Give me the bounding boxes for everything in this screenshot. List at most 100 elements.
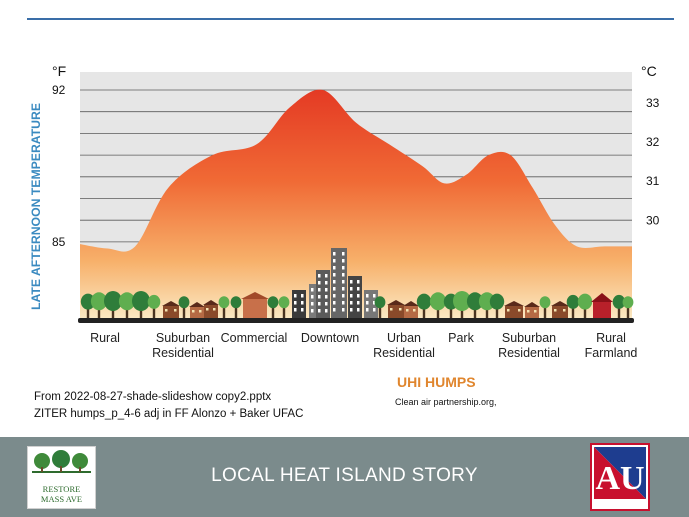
tower-window — [342, 294, 345, 298]
footer-title: LOCAL HEAT ISLAND STORY — [211, 465, 478, 486]
house — [552, 306, 568, 318]
tree-trunk — [436, 306, 440, 319]
tower-window — [333, 266, 336, 270]
house-window — [206, 308, 209, 311]
y-tick-right: 32 — [646, 135, 660, 149]
category-label: Suburban Residential — [152, 331, 214, 360]
tower-window — [294, 308, 297, 312]
tree — [278, 296, 290, 309]
footer-bar: RESTORE MASS AVE LOCAL HEAT ISLAND STORY… — [0, 437, 689, 517]
barn-roof — [591, 293, 613, 302]
tower-window — [366, 308, 369, 312]
house-roof — [524, 302, 540, 307]
house — [388, 305, 404, 318]
category-label: Urban Residential — [373, 331, 435, 360]
tree — [466, 292, 484, 311]
house-window — [192, 310, 195, 313]
tree-trunk — [543, 306, 547, 319]
house-roof — [189, 302, 205, 307]
tower-window — [333, 308, 336, 312]
unit-label-right: °C — [641, 63, 657, 79]
tree-trunk — [125, 306, 129, 319]
tower-window — [350, 287, 353, 291]
tree — [539, 296, 551, 309]
tower-window — [325, 302, 328, 306]
tree — [416, 293, 432, 310]
y-tick-left: 92 — [52, 83, 66, 97]
tree — [622, 296, 634, 309]
house-window — [199, 310, 202, 313]
tree — [566, 294, 580, 309]
au-logo-text: AU — [595, 460, 644, 497]
house-window — [406, 309, 409, 312]
house-roof — [403, 301, 419, 306]
tower-window — [357, 287, 360, 291]
house-window — [174, 309, 177, 312]
tree — [80, 293, 96, 310]
y-tick-right: 33 — [646, 96, 660, 110]
tree — [429, 292, 447, 311]
tower-window — [325, 288, 328, 292]
tree-trunk — [86, 306, 90, 319]
tower-window — [342, 301, 345, 305]
tower-window — [366, 301, 369, 305]
tree-trunk — [234, 306, 238, 319]
house-window — [390, 308, 393, 311]
tower-window — [350, 301, 353, 305]
category-label: Downtown — [301, 331, 359, 345]
tree-trunk — [485, 306, 489, 319]
tower — [331, 248, 347, 318]
tower-window — [350, 294, 353, 298]
category-label: Suburban Residential — [498, 331, 560, 360]
tree — [230, 296, 242, 309]
commercial-roof — [241, 292, 269, 299]
tower-window — [357, 280, 360, 284]
tower-window — [357, 308, 360, 312]
tree-trunk — [460, 306, 464, 319]
tower-window — [318, 309, 321, 313]
house-roof — [504, 301, 524, 306]
house-window — [518, 309, 521, 312]
tower — [348, 276, 362, 318]
tower-window — [318, 288, 321, 292]
y-axis-label: LATE AFTERNOON TEMPERATURE — [29, 103, 43, 310]
tower-window — [333, 280, 336, 284]
tower-window — [342, 259, 345, 263]
house — [204, 305, 218, 318]
tree-trunk — [271, 306, 275, 319]
tower-window — [311, 295, 314, 299]
tower-window — [318, 281, 321, 285]
tower-window — [311, 309, 314, 313]
tower-window — [318, 295, 321, 299]
tree-trunk — [617, 306, 621, 319]
category-label: Rural — [90, 331, 120, 345]
house-window — [399, 308, 402, 311]
house-window — [563, 309, 566, 312]
tower-window — [301, 308, 304, 312]
tower-window — [311, 302, 314, 306]
house-roof — [162, 301, 180, 306]
house-window — [165, 309, 168, 312]
category-label: Commercial — [221, 331, 288, 345]
tree — [118, 292, 136, 311]
heat-island-chart: °F °C 92 85 33 32 31 30 LATE AFTERNOON TEMPERATU… — [29, 63, 660, 360]
logo-line-1: RESTORE — [42, 484, 81, 494]
tower-window — [342, 266, 345, 270]
house — [404, 306, 418, 318]
house-roof — [551, 301, 569, 306]
source-line-2: ZITER humps_p_4-6 adj in FF Alonzo + Bak… — [34, 408, 304, 420]
barn — [593, 302, 611, 318]
ground-line — [78, 318, 634, 323]
unit-label-left: °F — [52, 63, 66, 79]
tower-window — [373, 301, 376, 305]
trees-logo-icon — [32, 450, 91, 473]
tree — [147, 294, 161, 309]
tree-trunk — [282, 306, 286, 319]
tree — [489, 293, 505, 310]
tree — [267, 296, 279, 309]
y-tick-right: 30 — [646, 213, 660, 227]
tower-window — [294, 301, 297, 305]
tree — [612, 294, 626, 309]
uhi-humps-title: UHI HUMPS — [397, 374, 476, 390]
y-tick-left: 85 — [52, 235, 66, 249]
